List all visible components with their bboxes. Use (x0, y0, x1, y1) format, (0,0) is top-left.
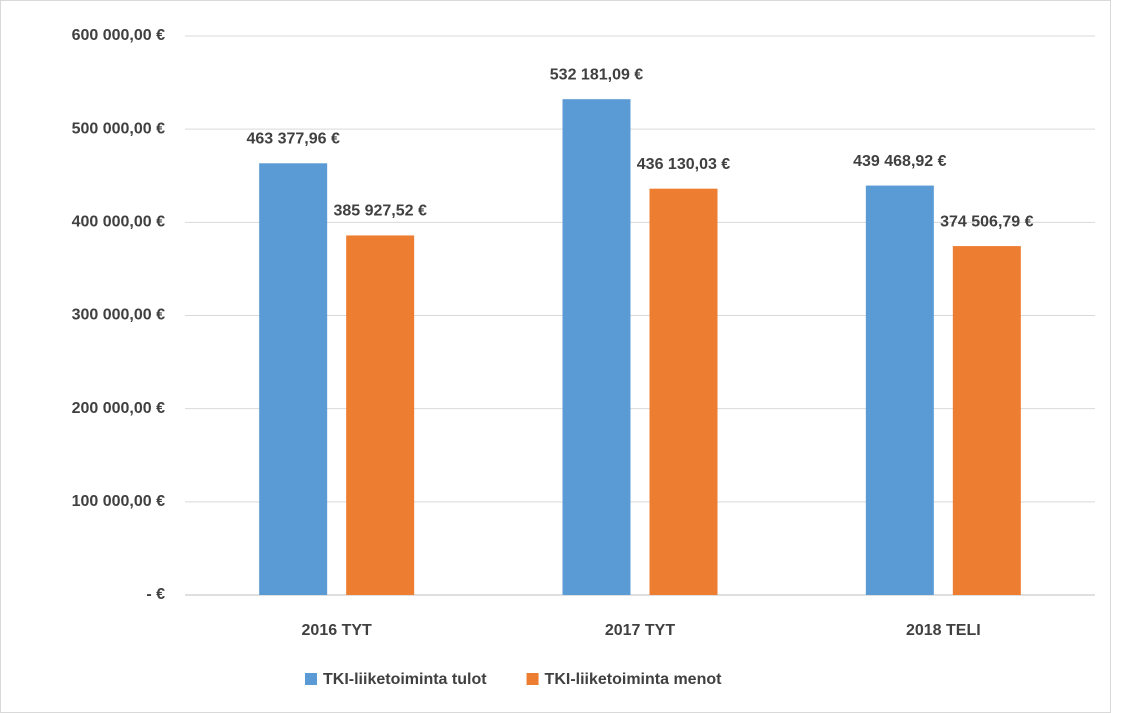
legend-label: TKI-liiketoiminta menot (545, 671, 723, 688)
x-tick-label: 2016 TYT (302, 622, 372, 639)
y-tick-label: 600 000,00 € (72, 27, 166, 44)
bar (259, 163, 328, 595)
x-tick-label: 2018 TELI (906, 622, 981, 639)
data-label: 463 377,96 € (246, 131, 340, 148)
data-label: 532 181,09 € (550, 66, 644, 83)
y-tick-label: 500 000,00 € (72, 120, 166, 137)
data-label: 436 130,03 € (637, 156, 731, 173)
data-label: 374 506,79 € (940, 213, 1034, 230)
bar (865, 185, 934, 595)
bar (649, 188, 718, 596)
data-label: 439 468,92 € (853, 153, 947, 170)
legend-label: TKI-liiketoiminta tulot (323, 671, 487, 688)
legend-swatch (305, 673, 317, 685)
data-label: 385 927,52 € (333, 203, 427, 220)
bar (952, 246, 1021, 595)
y-tick-label: 100 000,00 € (72, 493, 166, 510)
legend-swatch (526, 673, 539, 685)
y-tick-label: 200 000,00 € (72, 400, 166, 417)
y-tick-label: 400 000,00 € (72, 214, 166, 231)
bar (346, 235, 415, 595)
x-tick-label: 2017 TYT (605, 622, 675, 639)
y-tick-label: - € (146, 586, 165, 603)
bar (562, 99, 631, 595)
y-tick-label: 300 000,00 € (72, 307, 166, 324)
